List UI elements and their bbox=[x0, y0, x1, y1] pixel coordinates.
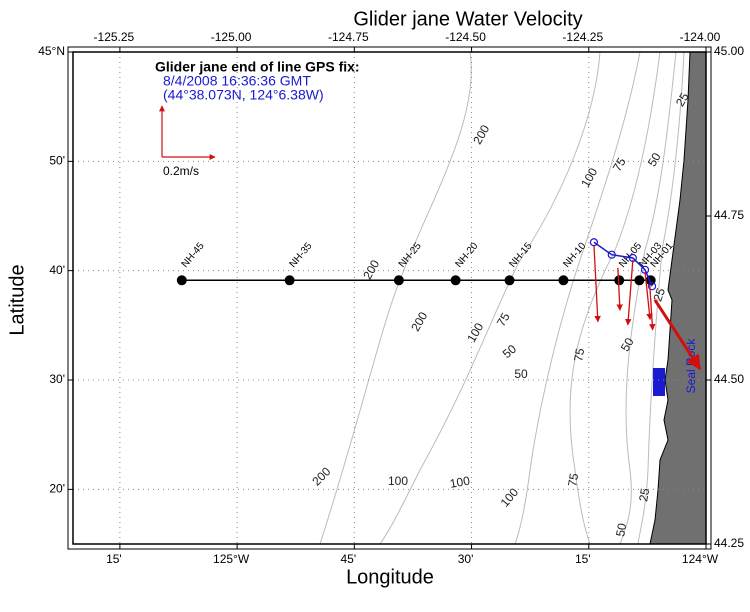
y-tick-label: 20' bbox=[49, 482, 65, 496]
contour-label: 75 bbox=[571, 347, 587, 363]
x-top-tick-label: -124.50 bbox=[445, 30, 486, 44]
velocity-vector bbox=[644, 271, 653, 321]
station-dot bbox=[450, 275, 461, 286]
y-right-tick-label: 45.00 bbox=[714, 44, 744, 58]
y-right-tick-label: 44.25 bbox=[714, 536, 744, 550]
frame bbox=[72, 51, 707, 545]
glider-fix bbox=[607, 250, 616, 259]
seal-rock-marker bbox=[653, 368, 665, 396]
contour-label: 50 bbox=[645, 150, 664, 169]
x-tick-label: 45' bbox=[341, 552, 357, 566]
station-dot bbox=[504, 275, 515, 286]
velocity-vector bbox=[653, 299, 702, 371]
y-tick-label: 45°N bbox=[38, 44, 65, 58]
contour-label: 100 bbox=[388, 474, 408, 488]
x-top-tick-label: -124.25 bbox=[562, 30, 603, 44]
annotation-position: (44°38.073N, 124°6.38W) bbox=[163, 87, 324, 103]
contour-label: 75 bbox=[610, 155, 629, 174]
velocity-vector bbox=[649, 284, 656, 331]
velocity-vector bbox=[625, 259, 634, 326]
y-axis-label: Latitude bbox=[6, 264, 28, 335]
velocity-vector bbox=[593, 244, 601, 323]
x-top-tick-label: -125.00 bbox=[211, 30, 252, 44]
station-dot bbox=[176, 275, 187, 286]
x-tick-label: 30' bbox=[458, 552, 474, 566]
station-dot bbox=[558, 275, 569, 286]
x-axis-label: Longitude bbox=[346, 566, 434, 588]
contour-label: 50 bbox=[618, 335, 637, 354]
x-tick-label: 125°W bbox=[213, 552, 250, 566]
chart-title: Glider jane Water Velocity bbox=[353, 8, 582, 30]
x-tick-label: 15' bbox=[575, 552, 591, 566]
contour-label: 25 bbox=[673, 90, 692, 109]
x-top-tick-label: -124.00 bbox=[680, 30, 721, 44]
annotation-title: Glider jane end of line GPS fix: bbox=[155, 59, 360, 75]
plot-area bbox=[73, 52, 706, 544]
contour-label: 50 bbox=[613, 522, 629, 538]
x-top-tick-label: -125.25 bbox=[94, 30, 135, 44]
contour-label: 50 bbox=[514, 367, 528, 381]
station-dot bbox=[284, 275, 295, 286]
glider-track bbox=[593, 241, 653, 287]
grid bbox=[73, 52, 706, 544]
depth-contours bbox=[319, 51, 685, 545]
y-tick-label: 50' bbox=[49, 154, 65, 168]
station-dot bbox=[634, 275, 645, 286]
y-right-tick-label: 44.75 bbox=[714, 208, 744, 222]
x-tick-label: 15' bbox=[106, 552, 122, 566]
x-top-tick-label: -124.75 bbox=[328, 30, 369, 44]
contour-label: 75 bbox=[565, 472, 581, 488]
x-tick-label: 124°W bbox=[682, 552, 719, 566]
y-right-tick-label: 44.50 bbox=[714, 372, 744, 386]
glider-fix bbox=[647, 282, 657, 291]
contour-label: 25 bbox=[650, 286, 668, 304]
contour-label: 75 bbox=[494, 310, 513, 329]
outer-frame bbox=[67, 46, 712, 550]
scale-label: 0.2m/s bbox=[163, 164, 199, 178]
contour-label: 25 bbox=[636, 487, 652, 503]
y-tick-label: 40' bbox=[49, 263, 65, 277]
contour-label: 100 bbox=[449, 473, 471, 490]
station-dot bbox=[393, 275, 404, 286]
annotation-time: 8/4/2008 16:36:36 GMT bbox=[163, 73, 311, 89]
velocity-vector bbox=[616, 267, 623, 311]
station-dot bbox=[614, 275, 625, 286]
y-tick-label: 30' bbox=[49, 372, 65, 386]
